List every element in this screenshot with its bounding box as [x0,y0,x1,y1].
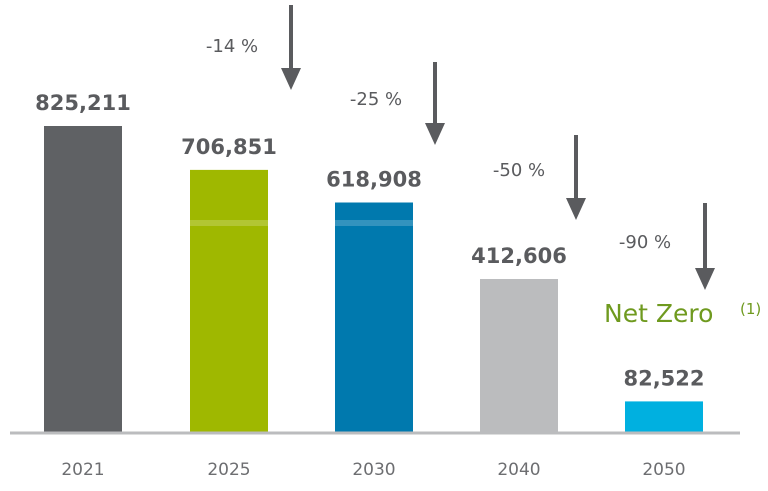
bar-2040 [480,278,558,432]
bar-2021 [44,126,122,432]
bar-highlight-band [190,220,268,226]
value-label: 412,606 [471,244,567,268]
arrow-head-icon [566,198,586,220]
bar-2025 [190,169,268,432]
value-label: 706,851 [181,135,277,159]
x-tick-label: 2050 [642,460,685,480]
bar-2030 [335,202,413,432]
bar-2050 [625,401,703,432]
value-label: 825,211 [35,91,131,115]
arrow-head-icon [695,268,715,290]
x-tick-label: 2040 [497,460,540,480]
reduction-label: -90 % [619,232,671,253]
reduction-label: -50 % [493,160,545,181]
arrow-head-icon [281,68,301,90]
value-label: 82,522 [623,366,704,390]
bar-highlight-band [335,220,413,226]
reduction-label: -25 % [350,89,402,110]
net-zero-footnote: (1) [740,300,761,318]
reduction-label: -14 % [206,36,258,57]
x-tick-label: 2030 [352,460,395,480]
arrow-head-icon [425,123,445,145]
x-tick-label: 2021 [61,460,104,480]
value-label: 618,908 [326,168,422,192]
x-tick-label: 2025 [207,460,250,480]
net-zero-label: Net Zero [604,299,713,328]
